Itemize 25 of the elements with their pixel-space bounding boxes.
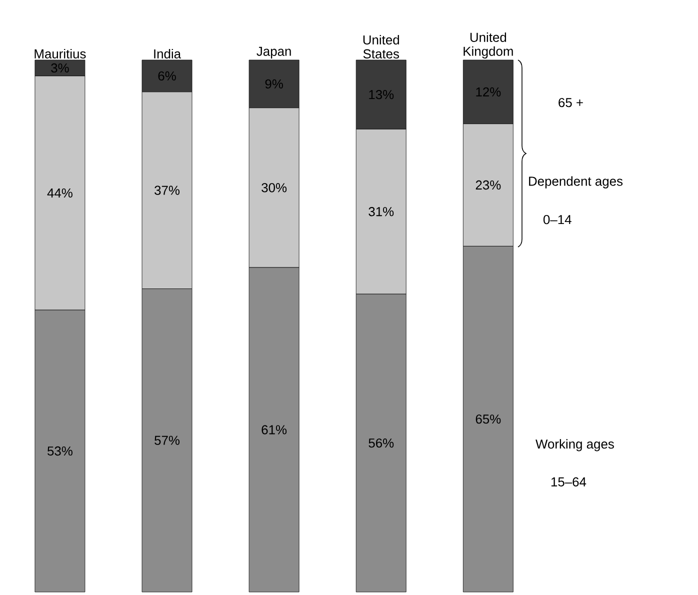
text: 65 + bbox=[558, 98, 583, 108]
x-tick-label: Japan bbox=[256, 46, 291, 58]
data-label: 61% bbox=[262, 425, 287, 434]
data-label: 37% bbox=[154, 186, 180, 195]
data-label: 57% bbox=[154, 436, 180, 445]
data-label: 12% bbox=[476, 87, 501, 96]
data-label: 3% bbox=[51, 63, 69, 73]
x-tick-label: United States bbox=[363, 35, 400, 58]
text: 0–14 bbox=[543, 215, 572, 224]
data-label: 53% bbox=[48, 446, 72, 456]
data-label: 65% bbox=[476, 414, 501, 424]
x-tick-label: Mauritius bbox=[34, 48, 86, 58]
data-label: 6% bbox=[158, 71, 176, 81]
x-tick-label: United Kingdom bbox=[464, 32, 513, 58]
data-label: 9% bbox=[265, 79, 283, 89]
data-label: 30% bbox=[262, 183, 287, 192]
annotation: Dependent ages bbox=[529, 176, 623, 188]
text: 15–64 bbox=[551, 477, 586, 486]
data-label: 44% bbox=[47, 188, 72, 198]
annotation: Working ages bbox=[536, 439, 614, 452]
data-label: 13% bbox=[369, 90, 394, 100]
x-tick-label: India bbox=[154, 48, 182, 58]
data-label: 23% bbox=[476, 180, 501, 190]
data-label: 56% bbox=[368, 438, 394, 448]
data-label: 31% bbox=[368, 207, 394, 216]
